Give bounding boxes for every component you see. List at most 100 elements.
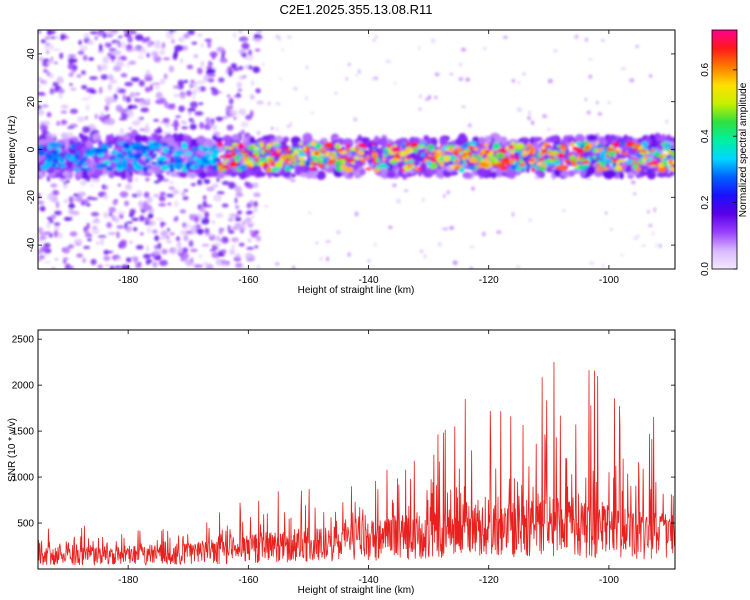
noise-blob: [72, 198, 77, 202]
band-blob: [206, 170, 215, 175]
band-core-blob: [666, 165, 673, 168]
noise-blob: [629, 78, 635, 83]
noise-blob: [461, 105, 466, 109]
noise-blob: [46, 50, 50, 54]
noise-blob: [211, 183, 219, 188]
noise-blob: [292, 265, 296, 269]
noise-blob: [438, 242, 442, 247]
band-core-blob: [173, 156, 181, 161]
band-blob: [75, 169, 83, 178]
noise-blob: [133, 97, 140, 102]
band-blob: [182, 135, 192, 141]
band-peak-blob: [313, 151, 320, 156]
band-core-blob: [389, 159, 394, 163]
noise-blob: [601, 263, 605, 268]
noise-blob: [39, 235, 47, 240]
noise-blob: [83, 245, 91, 249]
noise-blob: [121, 264, 130, 269]
band-core-blob: [209, 151, 219, 158]
noise-blob: [648, 224, 653, 227]
noise-blob: [254, 48, 261, 52]
noise-blob: [515, 265, 521, 269]
noise-blob: [205, 211, 210, 218]
noise-blob: [151, 82, 161, 86]
band-peak-blob: [596, 163, 601, 167]
noise-blob: [109, 55, 117, 60]
band-core-blob: [559, 164, 567, 171]
noise-blob: [204, 227, 210, 234]
band-core-blob: [426, 144, 435, 150]
band-core-blob: [260, 158, 266, 163]
noise-blob: [80, 201, 86, 206]
band-core-blob: [508, 144, 514, 150]
band-blob: [566, 142, 571, 147]
noise-blob: [103, 249, 109, 255]
noise-blob: [154, 43, 162, 49]
noise-blob: [547, 78, 553, 84]
noise-blob: [190, 248, 198, 253]
band-core-blob: [45, 156, 55, 162]
noise-blob: [52, 48, 62, 52]
noise-blob: [287, 35, 292, 39]
band-core-blob: [576, 148, 585, 154]
noise-blob: [120, 55, 127, 61]
band-peak-blob: [311, 151, 315, 156]
band-peak-blob: [427, 154, 432, 157]
noise-blob: [620, 67, 627, 70]
noise-blob: [252, 66, 261, 74]
band-core-blob: [200, 155, 206, 161]
snr-frame: [37, 329, 676, 570]
band-blob: [352, 170, 357, 175]
band-core-blob: [641, 141, 649, 147]
noise-blob: [131, 120, 141, 126]
noise-blob: [235, 253, 241, 259]
band-peak-blob: [395, 159, 403, 162]
noise-blob: [82, 54, 88, 61]
noise-blob: [392, 183, 397, 188]
band-core-blob: [455, 164, 464, 168]
band-blob: [478, 136, 486, 146]
band-core-blob: [260, 143, 264, 148]
noise-blob: [142, 217, 150, 221]
noise-blob: [114, 216, 120, 224]
noise-blob: [229, 248, 236, 255]
noise-blob: [149, 84, 154, 92]
band-core-blob: [38, 150, 45, 157]
band-core-blob: [173, 152, 179, 157]
noise-blob: [165, 236, 170, 239]
noise-blob: [59, 52, 64, 60]
noise-blob: [589, 261, 595, 266]
band-blob: [215, 137, 223, 143]
band-core-blob: [359, 157, 364, 160]
noise-blob: [143, 204, 153, 211]
band-core-blob: [103, 160, 112, 165]
band-peak-blob: [253, 147, 259, 151]
heatmap-x-ticks: -180 -160 -140 -120 -100: [118, 30, 619, 286]
y-tick-label: -20: [26, 190, 37, 205]
noise-blob: [41, 39, 46, 44]
heatmap-panel: -180 -160 -140 -120 -100 -40 -20 0 20 40 Height …: [7, 29, 676, 296]
noise-blob: [69, 231, 78, 237]
band-core-blob: [75, 151, 80, 156]
band-blob: [62, 170, 70, 178]
noise-blob: [140, 107, 150, 113]
band-core-blob: [184, 151, 193, 156]
band-peak-blob: [480, 159, 485, 163]
band-core-blob: [172, 162, 177, 169]
band-core-blob: [336, 157, 344, 160]
noise-blob: [216, 46, 225, 53]
band-core-blob: [509, 153, 514, 159]
band-core-blob: [449, 144, 456, 148]
noise-blob: [191, 96, 196, 100]
noise-blob: [234, 216, 242, 222]
noise-blob: [85, 203, 91, 207]
noise-blob: [174, 200, 179, 208]
noise-blob: [202, 262, 209, 266]
noise-blob: [178, 105, 185, 113]
noise-blob: [154, 244, 159, 250]
band-blob: [567, 170, 576, 175]
band-core-blob: [264, 151, 272, 156]
noise-blob: [119, 41, 126, 49]
noise-blob: [222, 116, 229, 119]
noise-blob: [215, 213, 224, 218]
